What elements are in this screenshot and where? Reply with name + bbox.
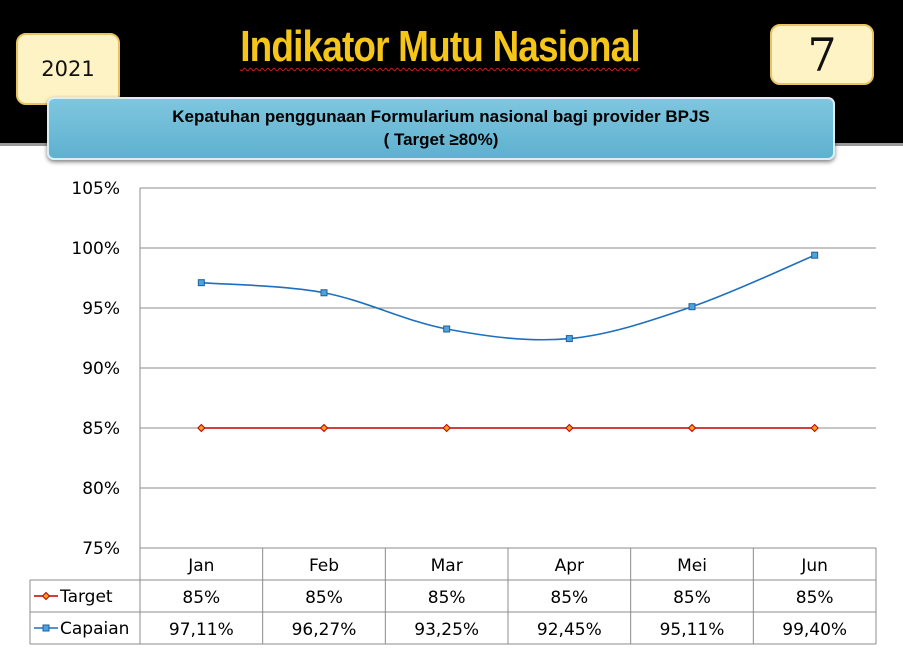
chart-title: Kepatuhan penggunaan Formularium nasiona… [172, 107, 710, 126]
data-table-value: 85% [182, 588, 220, 608]
year-badge: 2021 [16, 33, 120, 105]
x-category-label: Mar [431, 556, 463, 576]
y-tick-label: 95% [82, 299, 120, 319]
data-point [320, 289, 328, 297]
x-category-label: Feb [309, 556, 339, 576]
data-table-value: 93,25% [414, 620, 479, 640]
data-table-value: 85% [305, 588, 343, 608]
legend-label: Capaian [60, 619, 129, 639]
x-category-label: Jan [187, 556, 214, 576]
data-table-value: 95,11% [660, 620, 725, 640]
data-point [687, 423, 697, 433]
y-tick-label: 105% [71, 179, 120, 199]
data-table-value: 99,40% [782, 620, 847, 640]
legend-marker [42, 624, 50, 632]
legend-marker [41, 591, 51, 601]
data-table-value: 96,27% [292, 620, 357, 640]
data-point [565, 335, 573, 343]
series-line [201, 254, 815, 341]
data-table-value: 97,11% [169, 620, 234, 640]
y-tick-label: 85% [82, 419, 120, 439]
data-table-value: 92,45% [537, 620, 602, 640]
x-category-label: Jun [800, 556, 828, 576]
legend-label: Target [59, 587, 113, 607]
y-tick-label: 100% [71, 239, 120, 259]
data-point [197, 279, 205, 287]
y-tick-label: 90% [82, 359, 120, 379]
x-category-label: Apr [555, 556, 584, 576]
data-point [442, 423, 451, 433]
chart-target-note: ( Target ≥80%) [383, 130, 499, 149]
line-chart: 75% 80% 85% 90% 95% 100% 105% Jan Feb Mar Apr Mei Ju… [29, 179, 877, 645]
page-title: Indikator Mutu Nasional [240, 22, 640, 71]
y-tick-label: 80% [82, 479, 120, 499]
slide-number-badge: 7 [770, 24, 874, 85]
series-capaian [197, 251, 819, 343]
x-category-label: Mei [677, 556, 707, 576]
data-point [688, 303, 696, 311]
data-point [197, 423, 206, 433]
y-tick-label: 75% [82, 539, 120, 559]
chart-title-box: Kepatuhan penggunaan Formularium nasiona… [47, 97, 835, 160]
data-table-value: 85% [673, 588, 711, 608]
data-point [810, 423, 819, 433]
data-point [565, 423, 574, 433]
data-table-value: 85% [796, 588, 834, 608]
data-table-value: 85% [550, 588, 588, 608]
data-table-value: 85% [428, 588, 466, 608]
data-point [811, 251, 819, 259]
series-target [197, 423, 819, 433]
data-point [443, 325, 451, 333]
data-point [319, 423, 329, 433]
